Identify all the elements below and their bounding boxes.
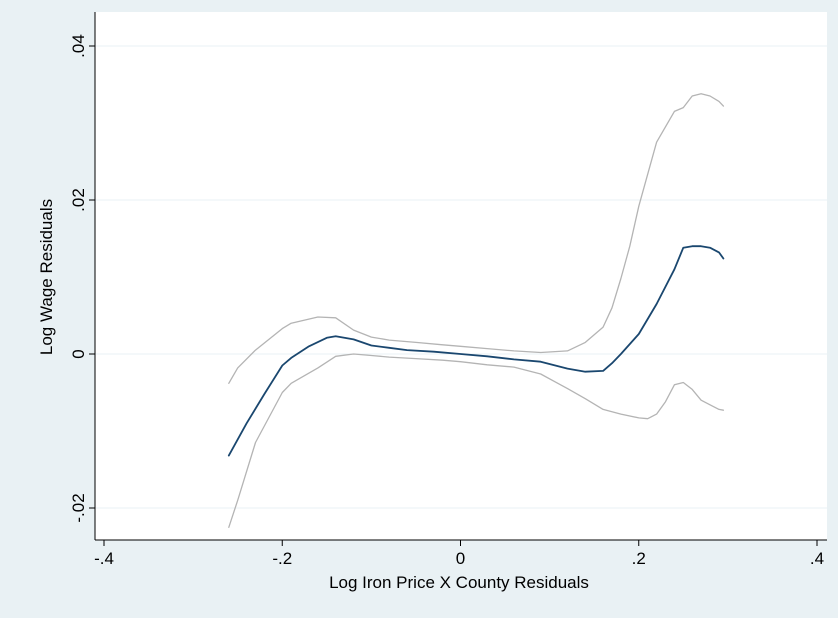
y-tick-label: .04 [69,34,88,58]
upper-bound-line [228,93,725,384]
x-axis-title: Log Iron Price X County Residuals [329,573,589,592]
y-axis-title: Log Wage Residuals [37,199,56,355]
x-tick-label: -.2 [272,549,292,568]
plot-area [95,12,827,540]
x-tick-label: .2 [632,549,646,568]
y-tick-label: .02 [69,188,88,212]
x-tick-label: .4 [810,549,824,568]
estimate-line [227,245,725,457]
series-lines [227,93,725,528]
y-tick-label: -.02 [69,493,88,522]
x-tick-label: 0 [456,549,465,568]
axes: -.4 -.2 0 .2 .4 -.02 0 .02 .04 [69,12,827,568]
y-tick-label: 0 [69,349,88,358]
lower-bound-line [228,353,725,528]
x-tick-label: -.4 [94,549,114,568]
